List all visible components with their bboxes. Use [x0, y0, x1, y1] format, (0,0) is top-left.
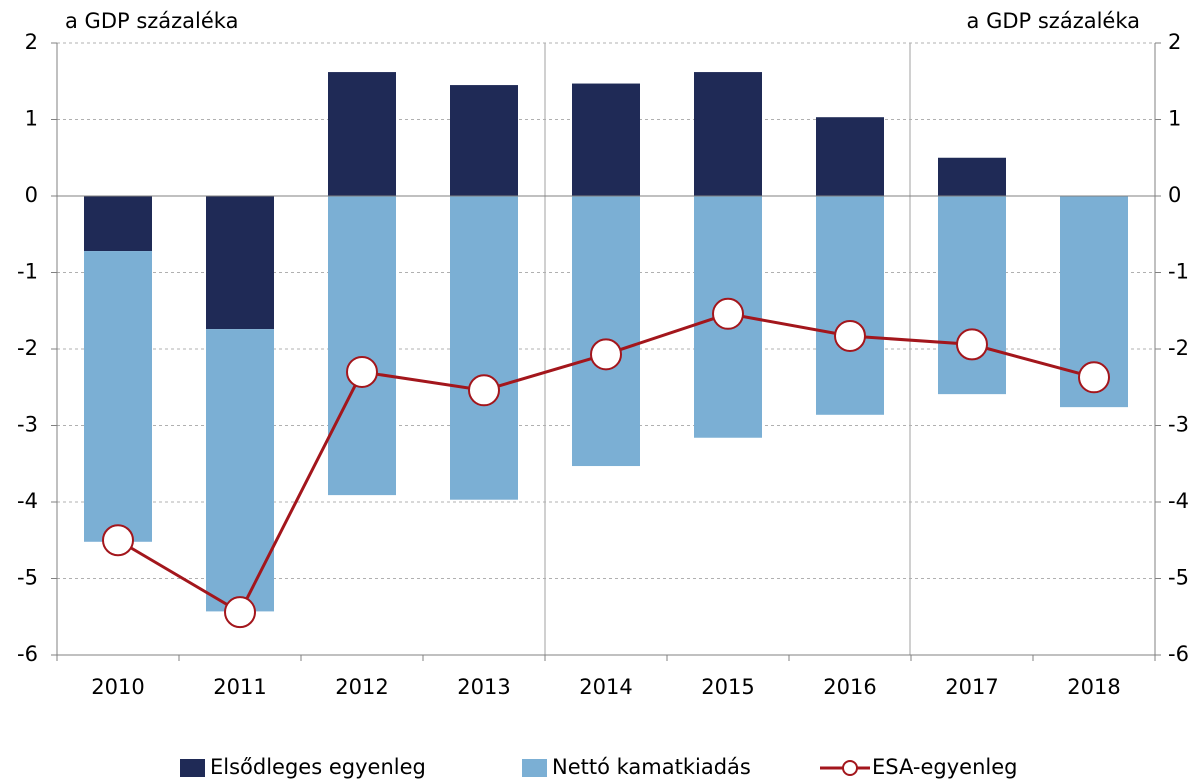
y2-tick-label: -2 — [1168, 336, 1189, 360]
legend-swatch — [522, 759, 547, 777]
y2-tick-label: -5 — [1168, 566, 1189, 590]
bar — [84, 196, 152, 252]
marker — [834, 319, 866, 352]
y2-tick-label: -3 — [1168, 413, 1189, 437]
x-tick-label: 2017 — [945, 675, 998, 699]
bar — [816, 196, 884, 415]
bar — [572, 83, 640, 196]
legend-label: Elsődleges egyenleg — [210, 755, 426, 779]
marker — [590, 338, 622, 371]
y-tick-label: 2 — [25, 30, 38, 54]
y-tick-label: -6 — [17, 642, 38, 666]
y-tick-label: -2 — [17, 336, 38, 360]
x-tick-label: 2014 — [579, 675, 632, 699]
y2-tick-label: -1 — [1168, 260, 1189, 284]
y-tick-label: -3 — [17, 413, 38, 437]
bar — [84, 251, 152, 542]
marker — [224, 596, 256, 629]
marker — [956, 328, 988, 361]
bar — [206, 329, 274, 612]
legend-swatch — [180, 759, 205, 777]
marker — [468, 374, 500, 407]
legend-label: ESA-egyenleg — [872, 755, 1017, 779]
x-tick-label: 2012 — [335, 675, 388, 699]
x-tick-label: 2018 — [1067, 675, 1120, 699]
y-axis-label-right: a GDP százaléka — [967, 9, 1140, 33]
y-tick-label: -4 — [17, 489, 38, 513]
marker — [102, 524, 134, 557]
bar — [572, 196, 640, 467]
marker — [346, 355, 378, 388]
bar — [450, 85, 518, 196]
legend-marker — [842, 760, 858, 776]
y-tick-label: 0 — [25, 183, 38, 207]
y2-tick-label: 0 — [1168, 183, 1181, 207]
bar — [328, 196, 396, 496]
marker — [712, 297, 744, 330]
bar — [206, 196, 274, 330]
y-axis-label-left: a GDP százaléka — [65, 9, 238, 33]
y2-tick-label: 1 — [1168, 107, 1181, 131]
bar — [938, 196, 1006, 395]
bar — [328, 72, 396, 196]
bar — [694, 72, 762, 196]
x-tick-label: 2013 — [457, 675, 510, 699]
x-tick-label: 2011 — [213, 675, 266, 699]
bar — [938, 157, 1006, 196]
y-tick-label: 1 — [25, 107, 38, 131]
bar — [816, 117, 884, 196]
legend-label: Nettó kamatkiadás — [552, 755, 751, 779]
marker — [1078, 361, 1110, 394]
y2-tick-label: -4 — [1168, 489, 1189, 513]
y-tick-label: -1 — [17, 260, 38, 284]
y2-tick-label: 2 — [1168, 30, 1181, 54]
bar — [450, 196, 518, 500]
y2-tick-label: -6 — [1168, 642, 1189, 666]
x-tick-label: 2010 — [91, 675, 144, 699]
x-tick-label: 2016 — [823, 675, 876, 699]
x-tick-label: 2015 — [701, 675, 754, 699]
y-tick-label: -5 — [17, 566, 38, 590]
